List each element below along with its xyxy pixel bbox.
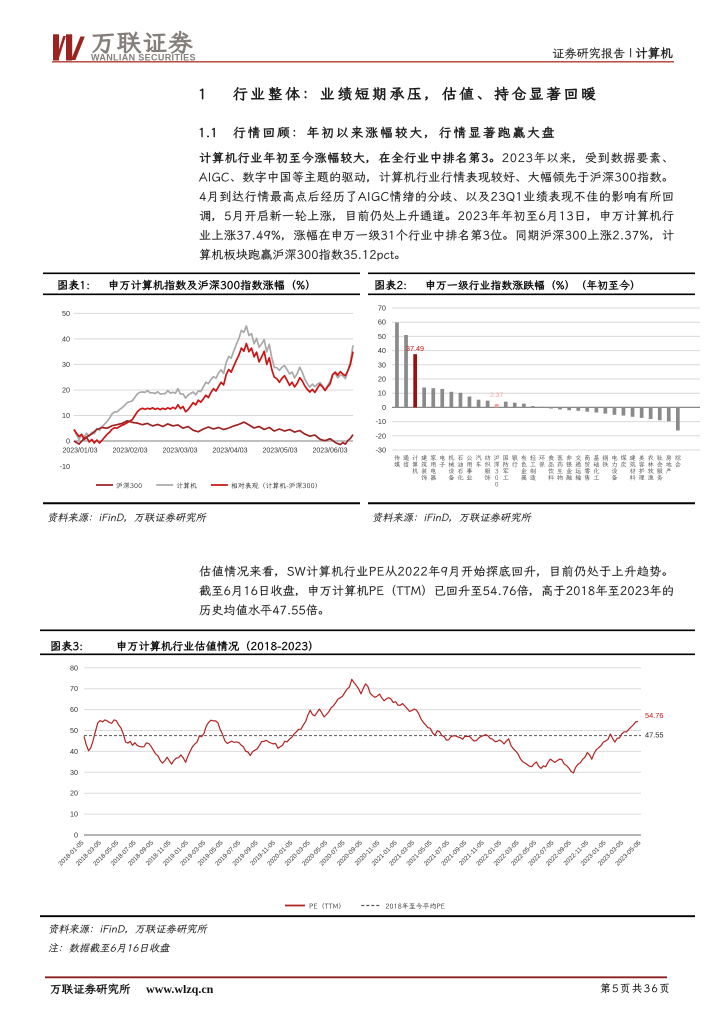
svg-text:70: 70: [378, 304, 386, 313]
svg-text:30: 30: [378, 360, 386, 369]
svg-text:50: 50: [62, 309, 70, 318]
svg-text:10: 10: [70, 810, 78, 819]
svg-text:2023/02/03: 2023/02/03: [112, 448, 147, 455]
svg-text:2023/05/03: 2023/05/03: [262, 448, 297, 455]
svg-text:2023/04/03: 2023/04/03: [212, 448, 247, 455]
svg-text:2.37: 2.37: [490, 392, 503, 399]
svg-text:40: 40: [378, 346, 386, 355]
svg-text:10: 10: [378, 389, 386, 398]
svg-text:80: 80: [70, 663, 78, 672]
svg-text:47.55: 47.55: [645, 731, 664, 740]
svg-text:2023/03/03: 2023/03/03: [162, 448, 197, 455]
svg-text:-20: -20: [375, 431, 386, 440]
svg-text:-10: -10: [60, 462, 70, 471]
svg-text:0: 0: [74, 831, 78, 840]
svg-text:54.76: 54.76: [645, 711, 664, 720]
svg-text:50: 50: [70, 726, 78, 735]
svg-text:WANLIAN SECURITIES: WANLIAN SECURITIES: [91, 53, 196, 63]
svg-text:50: 50: [378, 332, 386, 341]
svg-text:20: 20: [378, 375, 386, 384]
svg-text:20: 20: [62, 386, 70, 395]
svg-text:-30: -30: [375, 446, 386, 455]
svg-text:0: 0: [382, 403, 386, 412]
svg-text:70: 70: [70, 684, 78, 693]
svg-text:20: 20: [70, 789, 78, 798]
svg-text:40: 40: [70, 747, 78, 756]
svg-text:30: 30: [70, 768, 78, 777]
svg-text:60: 60: [378, 318, 386, 327]
svg-text:40: 40: [62, 334, 70, 343]
svg-text:-10: -10: [375, 417, 386, 426]
svg-text:0: 0: [66, 437, 70, 446]
svg-text:37.49: 37.49: [406, 344, 424, 353]
svg-text:2023/06/03: 2023/06/03: [312, 448, 347, 455]
svg-text:10: 10: [62, 411, 70, 420]
svg-text:2023/01/03: 2023/01/03: [62, 448, 97, 455]
svg-text:60: 60: [70, 705, 78, 714]
svg-text:www.wlzq.cn: www.wlzq.cn: [146, 982, 214, 996]
svg-text:30: 30: [62, 360, 70, 369]
